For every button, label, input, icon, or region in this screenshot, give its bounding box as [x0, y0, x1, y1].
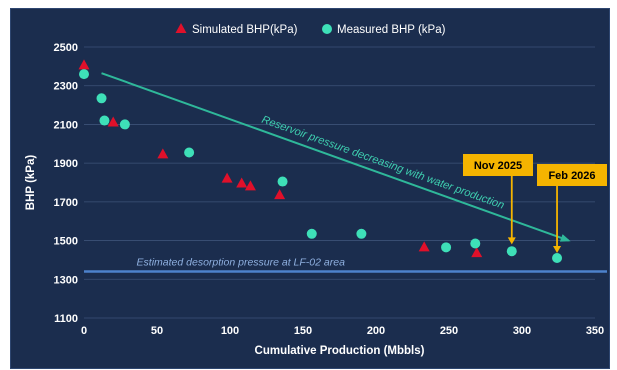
- measured-bhp-point: [552, 252, 563, 263]
- y-tick-label: 1300: [54, 274, 78, 286]
- legend: Simulated BHP(kPa) Measured BHP (kPa): [175, 23, 446, 36]
- y-tick-label: 2500: [54, 42, 78, 54]
- x-tick-label: 350: [586, 325, 604, 337]
- x-tick-label: 150: [294, 325, 312, 337]
- measured-bhp-point: [470, 238, 481, 249]
- x-axis-title: Cumulative Production (Mbbls): [255, 345, 425, 357]
- data-points: [78, 59, 563, 263]
- legend-marker-simulated: [175, 23, 187, 33]
- measured-bhp-point: [79, 69, 89, 80]
- measured-bhp-point: [441, 242, 452, 253]
- simulated-bhp-point: [221, 172, 233, 183]
- x-tick-label: 250: [440, 325, 458, 337]
- x-tick-label: 300: [513, 325, 531, 337]
- x-tick-label: 0: [81, 325, 87, 337]
- y-tick-label: 2100: [54, 119, 78, 131]
- simulated-bhp-point: [157, 148, 169, 159]
- measured-bhp-point: [506, 246, 517, 257]
- measured-bhp-point: [184, 147, 195, 158]
- simulated-bhp-point: [471, 247, 483, 258]
- axes: 1100 1300 1500 1700 1900 2100 2300 2500 0 50 100 15…: [25, 42, 604, 357]
- measured-bhp-point: [277, 176, 288, 187]
- callout-label: Nov 2025: [474, 160, 522, 172]
- callout-box: [537, 164, 607, 186]
- simulated-bhp-point: [78, 59, 90, 70]
- x-tick-label: 50: [151, 325, 163, 337]
- y-tick-label: 1900: [54, 158, 78, 170]
- measured-bhp-point: [96, 93, 107, 104]
- legend-label-measured: Measured BHP (kPa): [337, 24, 446, 36]
- simulated-bhp-point: [418, 241, 430, 252]
- x-tick-label: 200: [367, 325, 385, 337]
- simulated-bhp-point: [107, 116, 119, 127]
- legend-marker-measured: [322, 24, 332, 34]
- y-tick-label: 1100: [54, 313, 78, 325]
- simulated-bhp-point: [244, 180, 256, 191]
- simulated-bhp-point: [274, 189, 286, 200]
- trend-arrow: [101, 72, 571, 242]
- callout-arrow-head: [553, 246, 562, 254]
- measured-bhp-point: [356, 228, 367, 239]
- simulated-bhp-point: [236, 177, 248, 188]
- grid-lines: [84, 46, 595, 319]
- measured-bhp-point: [306, 228, 317, 239]
- bhp-scatter-chart: 1100 1300 1500 1700 1900 2100 2300 2500 0 50 100 15…: [25, 23, 607, 357]
- x-tick-label: 100: [221, 325, 239, 337]
- chart-frame: 1100 1300 1500 1700 1900 2100 2300 2500 0 50 100 15…: [10, 8, 610, 369]
- legend-label-simulated: Simulated BHP(kPa): [192, 24, 298, 36]
- y-axis-title: BHP (kPa): [25, 155, 37, 211]
- desorption-pressure-label: Estimated desorption pressure at LF-02 a…: [137, 257, 346, 269]
- measured-bhp-point: [119, 119, 130, 130]
- callouts: Nov 2025 Feb 2026: [463, 154, 607, 254]
- y-tick-label: 2300: [54, 81, 78, 93]
- y-tick-label: 1700: [54, 197, 78, 209]
- callout-box: [463, 154, 533, 176]
- callout-label: Feb 2026: [548, 170, 595, 182]
- y-tick-label: 1500: [54, 236, 78, 248]
- measured-bhp-point: [99, 115, 110, 126]
- callout-arrow-head: [507, 237, 516, 245]
